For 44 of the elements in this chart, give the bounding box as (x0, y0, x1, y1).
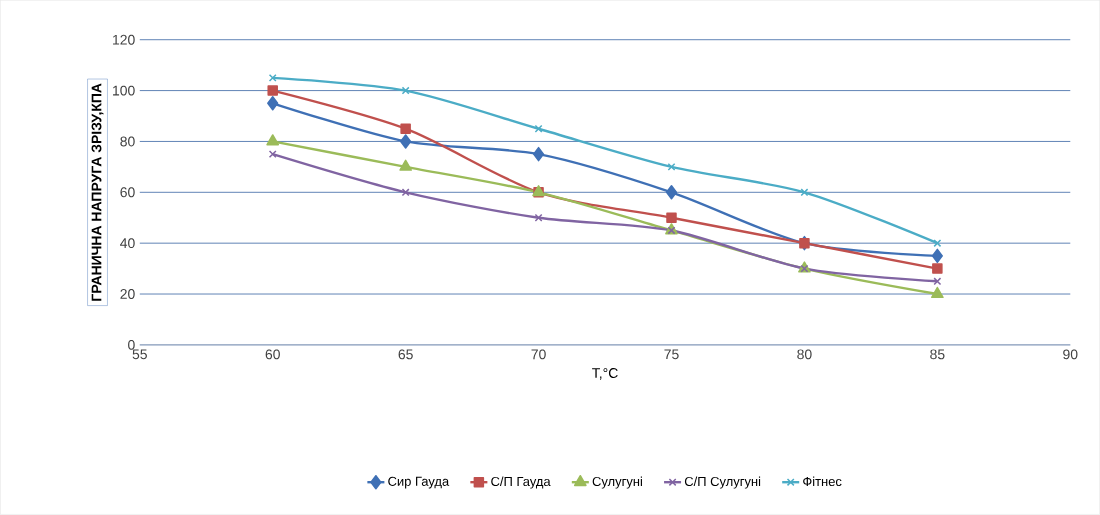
point (266, 134, 280, 146)
point (933, 277, 942, 286)
y-tick-label: 40 (120, 238, 135, 249)
legend-label: Сулугуні (592, 476, 642, 489)
x-tick-label: 55 (132, 349, 147, 360)
point (268, 74, 277, 82)
point (667, 163, 676, 171)
legend-label: С/П Гауда (491, 476, 551, 489)
point (933, 239, 942, 248)
y-tick-label: 20 (120, 289, 135, 300)
y-tick-label: 100 (113, 85, 135, 96)
y-tick-label: 120 (113, 34, 135, 45)
x-tick-label: 90 (1063, 349, 1078, 360)
point (931, 248, 943, 264)
y-tick-label: 0 (128, 340, 135, 350)
point (930, 286, 944, 299)
point (534, 213, 543, 222)
point (267, 96, 279, 111)
point (400, 134, 412, 149)
x-tick-label: 60 (265, 349, 280, 360)
point (932, 263, 943, 274)
point (401, 188, 410, 197)
x-tick-label: 70 (531, 349, 546, 360)
legend-label: Фітнес (803, 476, 842, 487)
point (534, 124, 543, 133)
point (268, 150, 277, 159)
x-tick-label: 80 (797, 349, 812, 360)
legend-label: С/П Сулугуні (684, 476, 761, 489)
point (665, 185, 678, 200)
point (401, 86, 410, 95)
point (267, 85, 278, 96)
x-tick-label: 65 (398, 349, 413, 360)
x-tick-label: 75 (664, 349, 679, 360)
y-axis-title: ГРАНИЧНА НАПРУГА ЗРІЗУ,КПА (91, 83, 104, 301)
x-axis-title: T,°C (592, 368, 618, 380)
point (666, 212, 677, 224)
point (532, 147, 545, 162)
y-tick-label: 80 (120, 136, 135, 147)
point (399, 159, 413, 172)
point (400, 123, 411, 135)
legend-label: Сир Гауда (388, 476, 450, 489)
x-tick-label: 85 (930, 349, 945, 360)
point (800, 188, 809, 197)
y-tick-label: 60 (120, 187, 135, 198)
